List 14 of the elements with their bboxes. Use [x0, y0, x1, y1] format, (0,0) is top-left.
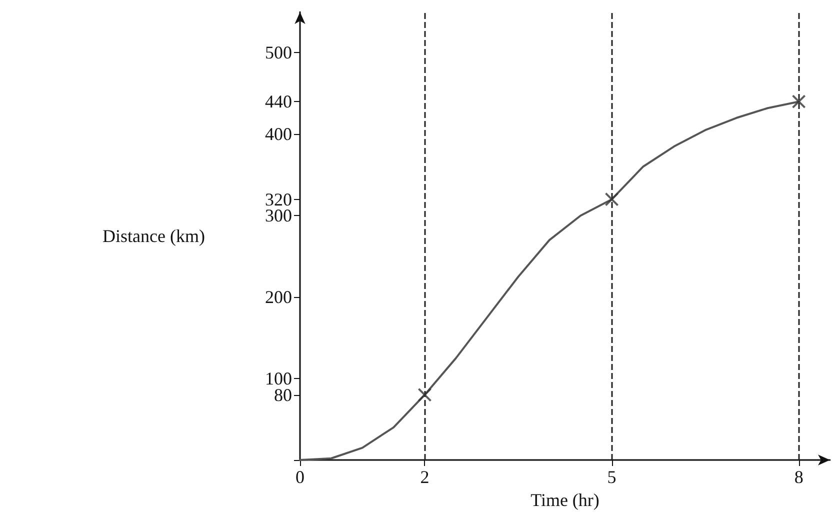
- point: [604, 192, 619, 206]
- y-tick-label: 200: [265, 287, 292, 308]
- line-series: [299, 100, 800, 461]
- x-tick-label: 8: [794, 467, 804, 487]
- y-tick-label: 500: [265, 42, 292, 63]
- x-tick-label: 2: [420, 467, 430, 487]
- point: [792, 94, 806, 109]
- point: [418, 388, 432, 402]
- y-tick-label: 400: [265, 124, 292, 144]
- x-axis-title: Time (hr): [530, 490, 600, 510]
- y-tick-label: 440: [265, 92, 292, 112]
- x-tick-label: 0: [296, 467, 304, 487]
- y-axis-title: Distance (km): [102, 226, 205, 246]
- x-tick-label: 5: [607, 467, 616, 487]
